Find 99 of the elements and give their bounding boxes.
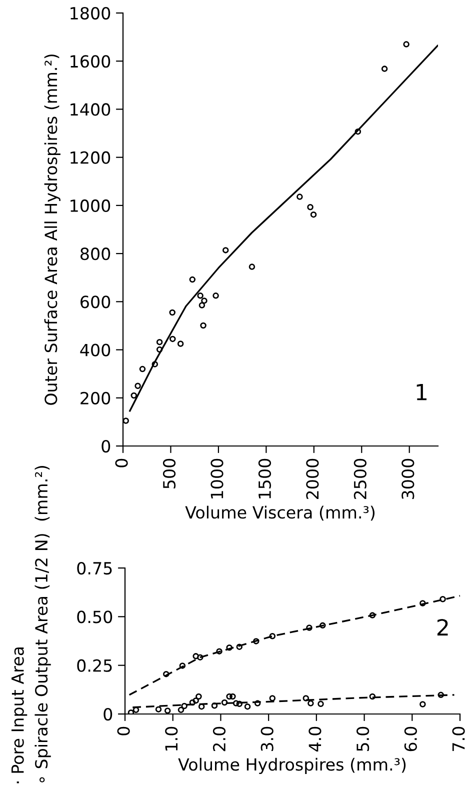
point xyxy=(440,596,446,602)
point xyxy=(181,702,188,710)
point xyxy=(438,692,444,698)
point xyxy=(420,701,426,708)
x-tick-label: 3.0 xyxy=(260,726,274,752)
y-tick-label: 0.25 xyxy=(77,659,112,672)
annotation: 2 xyxy=(437,618,448,636)
point xyxy=(200,322,206,329)
x-tick-label: 1.0 xyxy=(165,726,178,750)
y-tick-label: 0 xyxy=(102,440,110,453)
point xyxy=(170,336,176,342)
point xyxy=(320,622,326,629)
point xyxy=(132,706,140,714)
x-tick-label: 0 xyxy=(117,726,130,736)
point xyxy=(403,41,410,48)
point xyxy=(307,204,314,210)
y-tick-label: 1000 xyxy=(70,199,110,212)
point xyxy=(236,700,243,708)
point xyxy=(302,695,310,702)
point xyxy=(156,346,163,353)
point xyxy=(177,340,184,347)
x-tick-label: 2000 xyxy=(306,458,319,499)
x-tick-label: 3000 xyxy=(402,458,414,499)
point xyxy=(420,600,426,606)
x-tick-label: 500 xyxy=(162,458,176,488)
point xyxy=(201,298,208,304)
point xyxy=(198,302,206,308)
point xyxy=(253,638,260,644)
point xyxy=(221,699,228,706)
point xyxy=(269,695,276,702)
point xyxy=(226,693,232,700)
y-tick-label: 800 xyxy=(80,248,110,260)
point xyxy=(163,670,170,678)
x-tick-label: 1000 xyxy=(210,458,224,498)
point xyxy=(130,392,138,399)
x-tick-label: 6.0 xyxy=(404,726,417,752)
point xyxy=(354,128,362,135)
y-tick-label: 1400 xyxy=(70,103,110,116)
point xyxy=(197,654,204,660)
point xyxy=(310,211,317,218)
point xyxy=(296,194,303,200)
y-tick-label: 1200 xyxy=(70,151,110,164)
point xyxy=(192,697,199,704)
y-tick-label: 1800 xyxy=(70,6,110,20)
annotation: 1 xyxy=(416,384,426,400)
point xyxy=(248,264,256,270)
point xyxy=(197,292,204,299)
point xyxy=(211,702,218,709)
x-tick-label: 4.0 xyxy=(308,726,322,752)
point xyxy=(369,693,376,700)
y-tick-label: 0.75 xyxy=(77,562,112,575)
point xyxy=(179,662,186,669)
x-tick-label: 5.0 xyxy=(356,726,370,752)
point xyxy=(169,309,176,316)
line-series xyxy=(129,44,438,412)
y-tick-label: 200 xyxy=(80,392,110,404)
point xyxy=(381,66,388,72)
point xyxy=(369,612,376,618)
point xyxy=(254,700,261,706)
y-tick-label: 0 xyxy=(104,708,112,721)
y-tick-label: 0.50 xyxy=(77,610,112,624)
x-tick-label: 1500 xyxy=(258,458,272,498)
y-tick-label: 600 xyxy=(80,296,110,308)
point xyxy=(156,338,163,346)
x-axis-title: Volume Viscera (mm.³) xyxy=(185,506,374,521)
y-tick-label: 1600 xyxy=(70,55,110,68)
point xyxy=(164,708,171,714)
point xyxy=(269,633,276,640)
point xyxy=(196,693,202,700)
point xyxy=(308,700,314,706)
point xyxy=(230,693,236,700)
line-series xyxy=(128,595,460,696)
y-tick-label: 400 xyxy=(80,344,110,356)
point xyxy=(123,418,129,424)
point xyxy=(244,703,251,710)
point xyxy=(198,703,205,710)
point xyxy=(222,247,229,254)
x-tick-label: 0 xyxy=(115,458,128,468)
point xyxy=(155,706,162,712)
point xyxy=(189,699,196,706)
x-tick-label: 2.0 xyxy=(212,726,226,752)
x-axis-title: Volume Hydrospires (mm.³) xyxy=(178,758,406,774)
point xyxy=(306,624,312,631)
point xyxy=(178,706,184,714)
point xyxy=(189,276,196,283)
y-axis-title: Outer Surface Area All Hydrospires (mm.²) xyxy=(44,54,60,405)
point xyxy=(226,644,232,651)
point xyxy=(139,366,146,372)
x-tick-label: 2500 xyxy=(354,458,366,499)
y-axis-title: · Pore Input Area ∘ Spiracle Output Area (1/2 N) (mm.²) xyxy=(12,466,51,784)
point xyxy=(134,382,141,389)
point xyxy=(232,700,240,706)
point xyxy=(212,292,219,299)
point xyxy=(192,653,199,660)
x-tick-label: 7.0 xyxy=(452,726,465,751)
point xyxy=(318,700,324,708)
point xyxy=(152,361,158,368)
point xyxy=(236,644,243,650)
point xyxy=(216,648,222,654)
